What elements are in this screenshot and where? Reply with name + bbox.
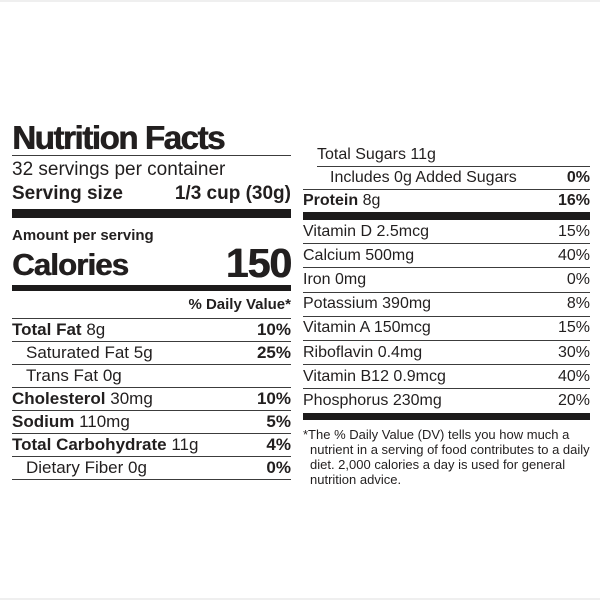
vitamin-row-calcium: Calcium 500mg 40% [303, 243, 590, 267]
nutrient-pct: 10% [256, 320, 291, 339]
nutrient-row-total-sugars: Total Sugars 11g [303, 144, 590, 166]
vitamin-row-iron: Iron 0mg 0% [303, 267, 590, 291]
vitamin-name: Potassium 390mg [303, 295, 432, 313]
nutrient-row-added-sugars: Includes 0g Added Sugars 0% [303, 167, 590, 189]
nutrient-name: Trans Fat [26, 366, 99, 385]
calories-row: Calories 150 [12, 240, 292, 286]
vitamin-row-vitamin-a: Vitamin A 150mcg 15% [303, 315, 590, 340]
nutrient-name: Total Fat [12, 320, 82, 339]
nutrient-pct: 0% [566, 169, 590, 186]
nutrient-row-sodium: Sodium 110mg 5% [12, 410, 291, 433]
label-left-column: Nutrition Facts 32 servings per containe… [12, 119, 292, 480]
vitamin-name: Calcium 500mg [303, 246, 415, 264]
nutrient-name: Dietary Fiber [26, 458, 124, 477]
vitamin-row-potassium: Potassium 390mg 8% [303, 291, 590, 316]
nutrient-name: Cholesterol [12, 389, 106, 408]
nutrient-pct: 0% [266, 458, 291, 477]
vitamin-name: Vitamin B12 0.9mcg [303, 367, 446, 385]
nutrient-row-cholesterol: Cholesterol 30mg 10% [12, 387, 291, 410]
vitamin-name: Riboflavin 0.4mg [303, 343, 423, 361]
nutrient-name: Saturated Fat [26, 343, 130, 362]
nutrient-amount: 110mg [79, 412, 130, 431]
nutrient-pct: 16% [557, 192, 590, 209]
daily-value-footnote: *The % Daily Value (DV) tells you how mu… [303, 426, 590, 487]
nutrient-name: Total Sugars [317, 146, 406, 163]
divider [12, 155, 291, 156]
vitamin-row-vitamin-b12: Vitamin B12 0.9mcg 40% [303, 364, 590, 388]
thick-divider [303, 212, 590, 220]
thick-divider [12, 209, 291, 218]
nutrient-name: Total Carbohydrate [12, 435, 167, 454]
vitamin-name: Vitamin A 150mcg [303, 319, 431, 337]
nutrient-name: Sodium [12, 412, 75, 431]
daily-value-header: % Daily Value* [188, 296, 291, 313]
vitamin-pct: 40% [557, 246, 590, 264]
serving-size-label: Serving size [12, 183, 123, 204]
vitamin-row-riboflavin: Riboflavin 0.4mg 30% [303, 340, 590, 364]
nutrient-row-protein: Protein 8g 16% [303, 189, 590, 212]
label-right-column: Total Sugars 11g Includes 0g Added Sugar… [303, 144, 590, 487]
vitamin-row-phosphorus: Phosphorus 230mg 20% [303, 388, 590, 412]
vitamin-pct: 20% [557, 391, 590, 409]
nutrient-amount: 30mg [110, 389, 153, 408]
serving-size-value: 1/3 cup (30g) [174, 183, 291, 204]
nutrient-amount: 8g [362, 192, 381, 209]
vitamin-pct: 0% [566, 270, 590, 288]
nutrient-row-trans-fat: Trans Fat 0g [12, 364, 291, 387]
nutrient-pct: 10% [256, 389, 291, 408]
vitamin-pct: 40% [557, 367, 590, 385]
nutrient-pct: 4% [266, 435, 291, 454]
nutrient-amount: 0g [102, 366, 122, 385]
nutrient-row-saturated-fat: Saturated Fat 5g 25% [12, 341, 291, 364]
medium-divider [12, 285, 291, 291]
calories-label: Calories [12, 247, 129, 282]
servings-per-container: 32 servings per container [12, 159, 226, 180]
vitamin-row-vitamin-d: Vitamin D 2.5mcg 15% [303, 220, 590, 243]
image-edge-top [0, 0, 600, 2]
amount-per-serving-label: Amount per serving [12, 227, 154, 244]
nutrient-amount: 8g [86, 320, 106, 339]
nutrient-row-total-carbohydrate: Total Carbohydrate 11g 4% [12, 433, 291, 456]
calories-value: 150 [225, 240, 292, 286]
nutrient-name: Includes 0g Added Sugars [330, 169, 517, 186]
vitamin-pct: 8% [566, 295, 590, 313]
vitamin-name: Vitamin D 2.5mcg [303, 222, 429, 240]
divider [12, 479, 291, 480]
thick-divider [303, 412, 590, 420]
vitamin-pct: 30% [557, 343, 590, 361]
nutrient-amount: 0g [128, 458, 147, 477]
nutrient-row-dietary-fiber: Dietary Fiber 0g 0% [12, 456, 291, 479]
vitamin-name: Iron 0mg [303, 270, 367, 288]
nutrient-name: Protein [303, 192, 359, 209]
vitamin-pct: 15% [557, 222, 590, 240]
nutrient-amount: 5g [133, 343, 153, 362]
nutrient-pct: 5% [266, 412, 291, 431]
vitamin-pct: 15% [557, 319, 590, 337]
vitamin-name: Phosphorus 230mg [303, 391, 442, 409]
label-title: Nutrition Facts [12, 119, 225, 156]
image-edge-bottom [0, 598, 600, 600]
nutrient-amount: 11g [171, 435, 199, 454]
nutrient-amount: 11g [410, 146, 436, 163]
divider-indented [317, 166, 590, 167]
nutrient-pct: 25% [256, 343, 291, 362]
nutrient-row-total-fat: Total Fat 8g 10% [12, 318, 291, 341]
serving-size-row: Serving size 1/3 cup (30g) [12, 181, 291, 209]
